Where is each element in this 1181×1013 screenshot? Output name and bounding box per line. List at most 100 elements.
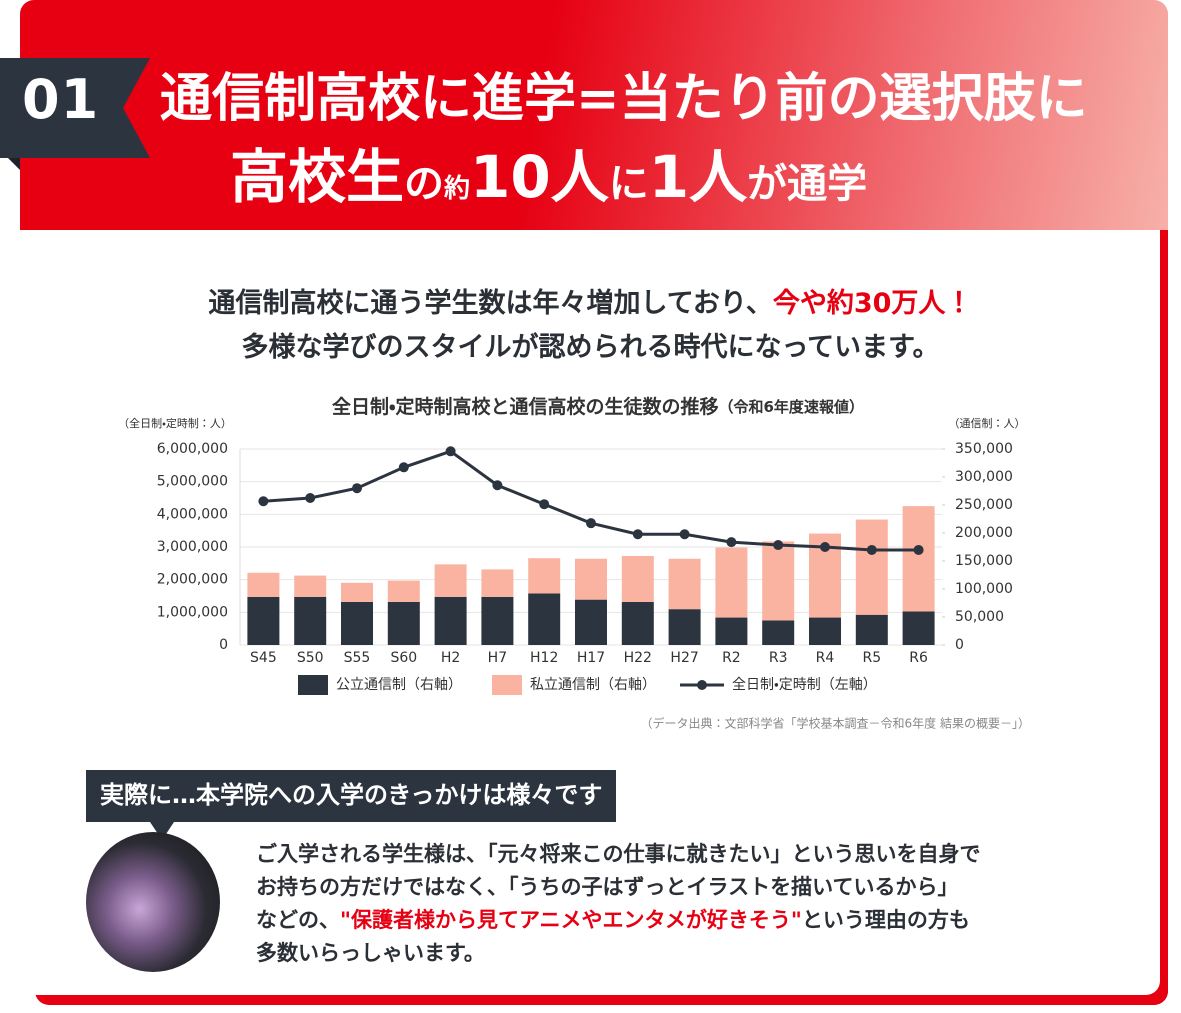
point bbox=[726, 537, 737, 548]
bar bbox=[715, 617, 748, 645]
x-tick-label: R2 bbox=[722, 650, 741, 666]
y2-tick-label: 300,000 bbox=[955, 469, 1013, 485]
lead-text: 通信制高校に通う学生数は年々増加しており、 bbox=[208, 288, 773, 319]
x-tick-label: H12 bbox=[530, 650, 558, 666]
y2-axis-label: （通信制：人） bbox=[949, 416, 1026, 430]
point bbox=[352, 483, 362, 494]
speech-bubble: 実際に…本学院への入学のきっかけは様々です bbox=[86, 770, 617, 822]
y-tick-label: 2,000,000 bbox=[157, 572, 228, 588]
body-text: ご入学される学生様は、「元々将来この仕事に就きたい」という思いを自身で お持ちの… bbox=[256, 838, 981, 970]
legend-swatch bbox=[298, 675, 328, 695]
body-line: などの、"保護者様から見てアニメやエンタメが好きそう"という理由の方も bbox=[256, 904, 981, 937]
y2-tick-label: 150,000 bbox=[955, 553, 1013, 569]
y2-tick-label: 0 bbox=[955, 637, 964, 653]
y-tick-label: 1,000,000 bbox=[157, 604, 228, 620]
badge: 01 bbox=[22, 68, 100, 131]
title-part: 約 bbox=[444, 174, 471, 204]
body-line: ご入学される学生様は、「元々将来この仕事に就きたい」という思いを自身で bbox=[256, 842, 981, 866]
chart-title-main: 全日制・定時制高校と通信高校の生徒数の推移 bbox=[332, 395, 718, 418]
chart-title: 全日制・定時制高校と通信高校の生徒数の推移（令和6年度速報値） bbox=[332, 395, 864, 418]
bar bbox=[294, 596, 327, 645]
legend-label: 公立通信制（右軸） bbox=[336, 677, 462, 693]
y2-tick-label: 100,000 bbox=[955, 581, 1013, 597]
point bbox=[820, 542, 830, 552]
x-tick-label: R3 bbox=[769, 650, 788, 666]
point bbox=[539, 499, 550, 510]
y-tick-label: 4,000,000 bbox=[157, 506, 228, 522]
bar bbox=[247, 572, 280, 597]
bar bbox=[481, 569, 514, 597]
point bbox=[913, 544, 924, 555]
bar bbox=[715, 547, 748, 618]
bar bbox=[434, 596, 467, 645]
x-tick-label: R5 bbox=[862, 650, 881, 666]
body-text-part: という理由の方も bbox=[801, 908, 970, 932]
y2-tick-label: 350,000 bbox=[955, 441, 1013, 457]
bar bbox=[247, 596, 280, 645]
y2-tick-label: 50,000 bbox=[955, 609, 1004, 625]
x-tick-label: S45 bbox=[250, 650, 277, 666]
lead: 通信制高校に通う学生数は年々増加しており、今や約30万人！ 多様な学びのスタイル… bbox=[0, 282, 1181, 370]
x-tick-label: S50 bbox=[297, 650, 324, 666]
y-tick-label: 0 bbox=[219, 637, 228, 653]
y2-tick-label: 200,000 bbox=[955, 525, 1013, 541]
legend-swatch bbox=[697, 680, 707, 690]
y-tick-label: 3,000,000 bbox=[157, 539, 228, 555]
x-tick-label: R6 bbox=[909, 650, 928, 666]
x-tick-label: R4 bbox=[816, 650, 835, 666]
legend-swatch bbox=[492, 675, 522, 695]
body-text-part: などの、 bbox=[256, 908, 340, 932]
point bbox=[679, 529, 690, 540]
point bbox=[258, 496, 269, 507]
bar bbox=[902, 611, 935, 645]
body-line: お持ちの方だけではなく、「うちの子はずっとイラストを描いているから」 bbox=[256, 875, 959, 899]
bar bbox=[621, 601, 654, 645]
point bbox=[866, 544, 877, 555]
lead-line: 通信制高校に通う学生数は年々増加しており、今や約30万人！ bbox=[0, 282, 1181, 326]
point bbox=[773, 540, 784, 551]
legend-label: 私立通信制（右軸） bbox=[530, 677, 656, 693]
bar bbox=[294, 575, 327, 597]
bar bbox=[481, 596, 514, 645]
title-part: の bbox=[404, 161, 445, 207]
title-part: 高校生 bbox=[230, 143, 405, 211]
bar bbox=[341, 601, 373, 645]
point bbox=[632, 529, 643, 540]
bar bbox=[387, 601, 420, 645]
x-tick-label: S60 bbox=[390, 650, 417, 666]
bar bbox=[528, 558, 561, 594]
bar bbox=[341, 582, 373, 602]
title-part: 1人 bbox=[648, 143, 748, 211]
bar bbox=[855, 614, 888, 645]
x-tick-label: S55 bbox=[344, 650, 371, 666]
y2-tick-label: 250,000 bbox=[955, 497, 1013, 513]
bar bbox=[621, 555, 654, 602]
banner bbox=[20, 0, 1168, 230]
bar bbox=[575, 558, 607, 600]
y-tick-label: 5,000,000 bbox=[157, 474, 228, 490]
subtitle: 高校生の約10人に1人が通学 bbox=[230, 130, 867, 214]
legend-label: 全日制・定時制（左軸） bbox=[732, 677, 877, 693]
body-line: 多数いらっしゃいます。 bbox=[256, 941, 485, 965]
bar bbox=[762, 541, 795, 621]
x-tick-label: H7 bbox=[488, 650, 507, 666]
chart-subtitle: （令和6年度速報値） bbox=[719, 398, 864, 416]
title-part: に bbox=[608, 161, 649, 207]
bar bbox=[902, 506, 935, 612]
bar bbox=[575, 599, 607, 645]
point bbox=[445, 446, 456, 457]
source: （データ出典：文部科学省「学校基本調査－令和6年度 結果の概要－」） bbox=[641, 716, 1030, 731]
title: 通信制高校に進学=当たり前の選択肢に bbox=[160, 69, 1088, 129]
lead-line: 多様な学びのスタイルが認められる時代になっています。 bbox=[241, 332, 940, 363]
point bbox=[492, 480, 503, 491]
bar bbox=[762, 620, 795, 645]
lead-highlight: 今や約30万人！ bbox=[772, 288, 973, 319]
y-axis-label: （全日制・定時制：人） bbox=[118, 416, 232, 430]
title-part: が通学 bbox=[747, 161, 868, 207]
bar bbox=[668, 558, 701, 610]
bar bbox=[434, 564, 467, 597]
x-tick-label: H27 bbox=[670, 650, 698, 666]
x-tick-label: H17 bbox=[577, 650, 605, 666]
